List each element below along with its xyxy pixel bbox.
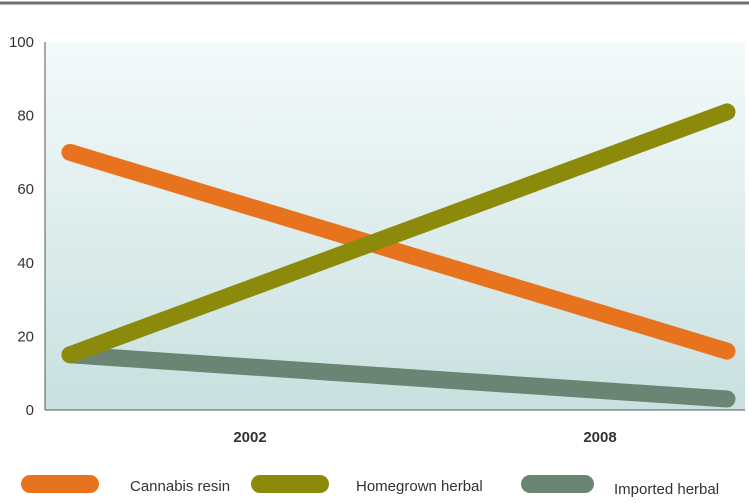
series-line-imported-herbal <box>61 346 736 408</box>
y-tick-label: 80 <box>17 108 34 125</box>
legend-label: Homegrown herbal <box>356 478 483 495</box>
legend-label: Imported herbal <box>614 481 719 498</box>
y-tick-label: 0 <box>26 402 34 419</box>
x-tick-label: 2002 <box>233 429 266 446</box>
y-tick-label: 20 <box>17 328 34 345</box>
x-axis-ticks: 2002 2008 <box>233 429 616 446</box>
y-tick-label: 60 <box>17 181 34 198</box>
y-tick-label: 40 <box>17 255 34 272</box>
series-lines <box>61 103 736 408</box>
legend: Cannabis resin Homegrown herbal Imported h… <box>21 475 719 498</box>
y-axis-ticks: 0 20 40 60 80 100 <box>9 34 34 419</box>
series-line-cannabis-resin <box>61 143 736 360</box>
legend-label: Cannabis resin <box>130 478 230 495</box>
series-line-homegrown-herbal <box>61 103 736 364</box>
x-tick-label: 2008 <box>583 429 616 446</box>
y-tick-label: 100 <box>9 34 34 51</box>
